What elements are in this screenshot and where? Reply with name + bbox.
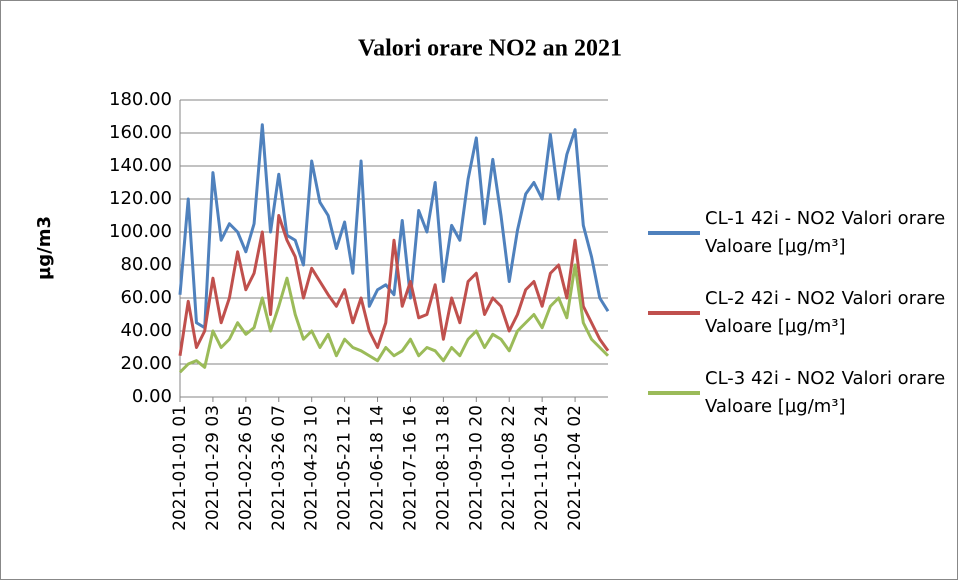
x-tick-label: 2021-04-23 10 [302,405,322,531]
x-tick-label: 2021-11-05 24 [532,405,552,531]
x-tick-label: 2021-05-21 12 [335,405,355,531]
series-line [178,214,610,356]
y-tick-label: 120.00 [109,188,172,209]
x-tick-label: 2021-01-29 03 [203,405,223,531]
x-tick-label: 2021-06-18 14 [368,405,388,531]
y-tick-label: 20.00 [120,353,172,374]
series-line [178,263,610,374]
legend-label: CL-3 42i - NO2 Valori orare Valoare [µg/… [705,368,946,417]
series-line [178,123,610,330]
x-tick-label: 2021-12-04 02 [565,405,585,531]
legend-label: CL-2 42i - NO2 Valori orare Valoare [µg/… [705,288,946,337]
y-axis-title: µg/m3 [34,216,55,280]
y-tick-label: 40.00 [120,320,172,341]
y-tick-label: 100.00 [109,221,172,242]
y-tick-label: 180.00 [109,89,172,110]
y-tick-label: 160.00 [109,122,172,143]
x-tick-label: 2021-10-08 22 [499,405,519,531]
y-tick-label: 140.00 [109,155,172,176]
legend-label: CL-1 42i - NO2 Valori orare Valoare [µg/… [705,208,946,257]
y-tick-label: 0.00 [132,386,172,407]
chart-title: Valori orare NO2 an 2021 [358,36,622,62]
y-tick-label: 80.00 [120,254,172,275]
x-tick-label: 2021-08-13 18 [433,405,453,531]
x-tick-label: 2021-09-10 20 [466,405,486,531]
x-tick-label: 2021-02-26 05 [236,405,256,531]
x-tick-label: 2021-03-26 07 [269,405,289,531]
x-tick-label: 2021-07-16 16 [400,405,420,531]
y-tick-label: 60.00 [120,287,172,308]
x-tick-label: 2021-01-01 01 [170,405,190,531]
